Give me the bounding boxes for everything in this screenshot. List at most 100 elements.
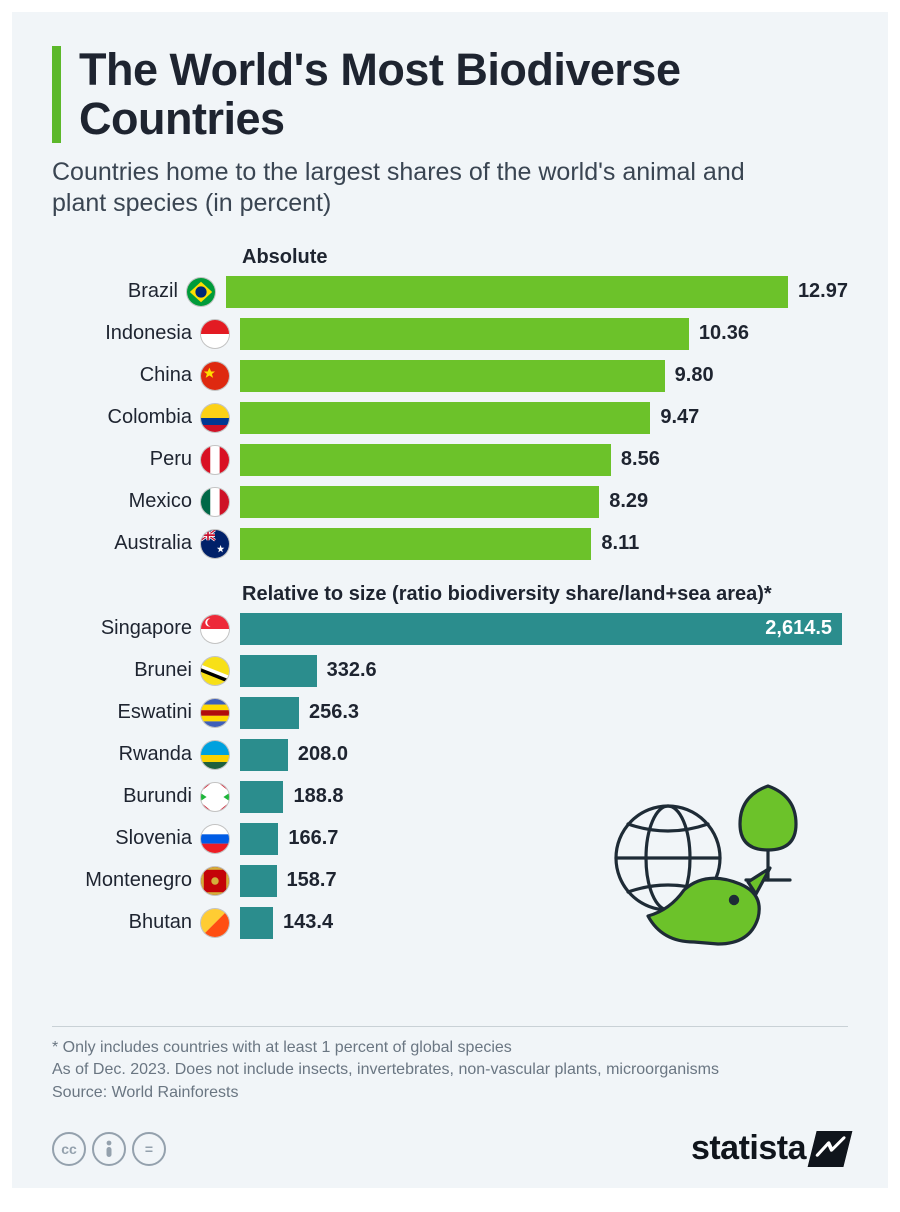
flag-icon <box>200 445 230 475</box>
flag-icon <box>200 698 230 728</box>
bar-value: 8.11 <box>601 532 639 555</box>
bar-row: Australia 8.11 <box>52 527 848 561</box>
country-label: Slovenia <box>52 827 200 850</box>
bar-value: 166.7 <box>288 827 338 850</box>
bar <box>240 781 283 813</box>
cc-icon: cc <box>52 1132 86 1166</box>
bar <box>240 823 278 855</box>
bar <box>240 318 689 350</box>
bar-track: 2,614.5 <box>240 613 848 645</box>
country-label: Brazil <box>52 280 186 303</box>
bar-value: 8.29 <box>609 490 648 513</box>
bar-value: 2,614.5 <box>765 613 832 645</box>
flag-icon <box>200 529 230 559</box>
bar-track: 8.11 <box>240 528 848 560</box>
flag-icon <box>200 740 230 770</box>
bar-row: Colombia 9.47 <box>52 401 848 435</box>
bar <box>240 907 273 939</box>
flag-icon <box>200 908 230 938</box>
license-icons: cc = <box>52 1132 166 1166</box>
title-block: The World's Most Biodiverse Countries <box>52 46 848 143</box>
bar-track: 256.3 <box>240 697 848 729</box>
bar <box>240 528 591 560</box>
bar-row: Indonesia 10.36 <box>52 317 848 351</box>
chart-title: The World's Most Biodiverse Countries <box>79 46 848 143</box>
brand-logo: statista <box>691 1129 848 1168</box>
bar-value: 158.7 <box>287 869 337 892</box>
country-label: Burundi <box>52 785 200 808</box>
flag-icon <box>186 277 216 307</box>
bar <box>240 360 665 392</box>
cc-by-icon <box>92 1132 126 1166</box>
bar-track: 9.47 <box>240 402 848 434</box>
bar-rows-absolute: Brazil 12.97 Indonesia 10.36 China 9.80 Colomb… <box>52 275 848 561</box>
bar <box>240 655 317 687</box>
bar-value: 208.0 <box>298 743 348 766</box>
bar-row: Rwanda 208.0 <box>52 738 848 772</box>
flag-icon <box>200 487 230 517</box>
bar-value: 256.3 <box>309 701 359 724</box>
chart-subtitle: Countries home to the largest shares of … <box>52 157 782 220</box>
country-label: Mexico <box>52 490 200 513</box>
bar-track: 8.29 <box>240 486 848 518</box>
bar-track: 9.80 <box>240 360 848 392</box>
section-header-relative: Relative to size (ratio biodiversity sha… <box>242 583 848 606</box>
flag-icon <box>200 614 230 644</box>
country-label: Brunei <box>52 659 200 682</box>
bar <box>240 402 650 434</box>
bar-value: 188.8 <box>293 785 343 808</box>
bar <box>226 276 788 308</box>
bar-value: 143.4 <box>283 911 333 934</box>
bar-track: 208.0 <box>240 739 848 771</box>
bar: 2,614.5 <box>240 613 842 645</box>
footer: cc = statista <box>52 1129 848 1168</box>
flag-icon <box>200 866 230 896</box>
bar-value: 9.47 <box>660 406 699 429</box>
country-label: Colombia <box>52 406 200 429</box>
bar-row: Brunei 332.6 <box>52 654 848 688</box>
bar <box>240 865 277 897</box>
brand-text: statista <box>691 1129 806 1168</box>
country-label: Eswatini <box>52 701 200 724</box>
footnote-line: * Only includes countries with at least … <box>52 1037 848 1059</box>
flag-icon <box>200 319 230 349</box>
country-label: Rwanda <box>52 743 200 766</box>
infographic-card: The World's Most Biodiverse Countries Co… <box>12 12 888 1188</box>
bar-track: 12.97 <box>226 276 848 308</box>
section-header-absolute: Absolute <box>242 246 848 269</box>
bar-value: 332.6 <box>327 659 377 682</box>
bar-track: 332.6 <box>240 655 848 687</box>
country-label: China <box>52 364 200 387</box>
flag-icon <box>200 824 230 854</box>
flag-icon <box>200 656 230 686</box>
country-label: Australia <box>52 532 200 555</box>
bar-row: Singapore 2,614.5 <box>52 612 848 646</box>
bar-row: Eswatini 256.3 <box>52 696 848 730</box>
cc-nd-icon: = <box>132 1132 166 1166</box>
country-label: Montenegro <box>52 869 200 892</box>
country-label: Singapore <box>52 617 200 640</box>
country-label: Indonesia <box>52 322 200 345</box>
flag-icon <box>200 361 230 391</box>
flag-icon <box>200 403 230 433</box>
bar-value: 10.36 <box>699 322 749 345</box>
flag-icon <box>200 782 230 812</box>
footnote-line: As of Dec. 2023. Does not include insect… <box>52 1059 848 1081</box>
bar <box>240 486 599 518</box>
bar-value: 12.97 <box>798 280 848 303</box>
bar <box>240 444 611 476</box>
bar-row: Peru 8.56 <box>52 443 848 477</box>
bar-row: China 9.80 <box>52 359 848 393</box>
bar-track: 8.56 <box>240 444 848 476</box>
bar-value: 8.56 <box>621 448 660 471</box>
bar-row: Brazil 12.97 <box>52 275 848 309</box>
footnote-line: Source: World Rainforests <box>52 1082 848 1104</box>
bar-track: 10.36 <box>240 318 848 350</box>
country-label: Peru <box>52 448 200 471</box>
decoration-illustration <box>598 772 828 952</box>
country-label: Bhutan <box>52 911 200 934</box>
bar-row: Mexico 8.29 <box>52 485 848 519</box>
brand-mark-icon <box>808 1131 853 1167</box>
bar <box>240 697 299 729</box>
bar <box>240 739 288 771</box>
